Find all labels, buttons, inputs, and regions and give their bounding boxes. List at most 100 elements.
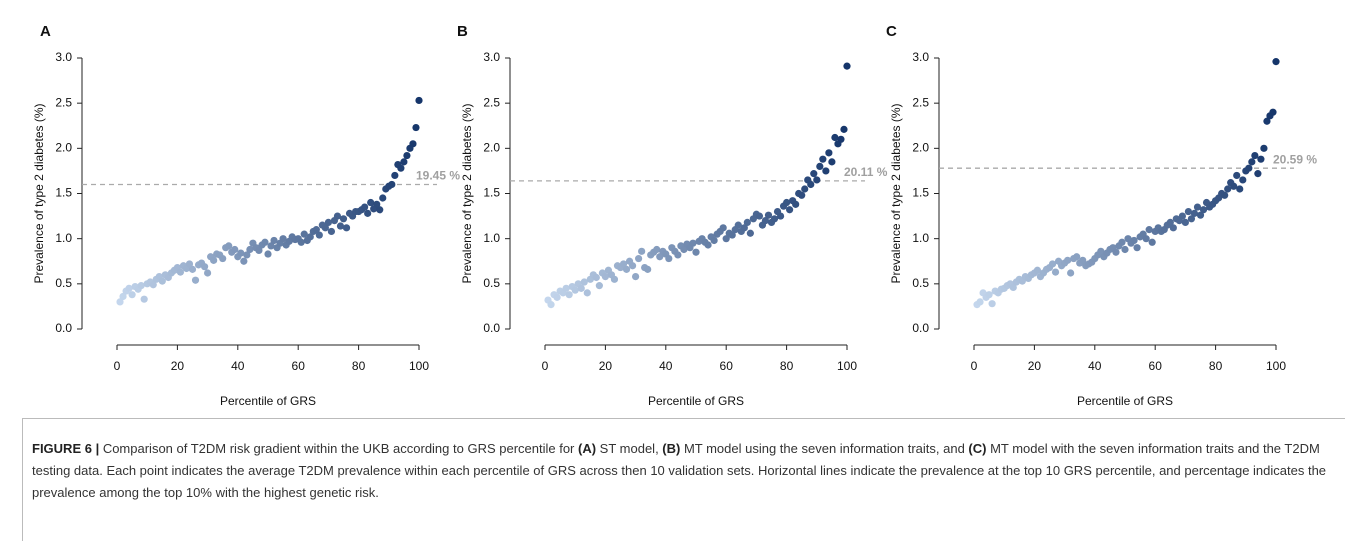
- point: [843, 62, 851, 70]
- point: [240, 257, 248, 265]
- y-tick-label: 0.0: [483, 321, 500, 335]
- x-tick-label: 40: [231, 359, 245, 373]
- y-tick-label: 2.0: [912, 141, 929, 155]
- point: [665, 254, 673, 263]
- point: [188, 265, 197, 273]
- point: [1193, 203, 1202, 211]
- point: [653, 245, 661, 254]
- point: [231, 245, 239, 254]
- point: [728, 231, 736, 239]
- point: [327, 227, 336, 236]
- point: [816, 162, 824, 170]
- point: [1145, 226, 1153, 234]
- reference-label: 20.11 %: [844, 165, 888, 179]
- x-tick-label: 0: [971, 359, 978, 373]
- point: [397, 164, 405, 172]
- caption-text: MT model using the seven information tra…: [680, 441, 969, 456]
- x-tick-label: 20: [599, 359, 613, 373]
- point: [1148, 238, 1156, 246]
- point: [1166, 218, 1174, 227]
- point: [831, 133, 839, 142]
- x-tick-label: 20: [171, 359, 185, 373]
- point: [822, 167, 830, 175]
- point: [1254, 170, 1262, 178]
- y-axis-title: Prevalence of type 2 diabetes (%): [460, 103, 474, 283]
- caption: FIGURE 6 | Comparison of T2DM risk gradi…: [32, 438, 1332, 504]
- point: [601, 273, 610, 281]
- point: [807, 180, 815, 189]
- point: [306, 233, 314, 241]
- x-axis-title: Percentile of GRS: [220, 394, 316, 408]
- point: [412, 123, 420, 132]
- point: [840, 125, 848, 133]
- point: [562, 284, 570, 292]
- point: [764, 211, 773, 219]
- point: [267, 242, 275, 250]
- point: [755, 212, 764, 220]
- point: [622, 265, 631, 273]
- y-tick-label: 1.0: [912, 231, 929, 245]
- x-tick-label: 100: [837, 359, 857, 373]
- caption-text: MT model with the seven information trai…: [32, 441, 1327, 500]
- point: [1067, 269, 1075, 277]
- point: [379, 194, 387, 202]
- x-tick-label: 40: [1088, 359, 1102, 373]
- point: [279, 235, 287, 243]
- point: [237, 249, 245, 257]
- point: [692, 248, 700, 256]
- point: [388, 180, 396, 189]
- point: [1130, 236, 1138, 245]
- point: [761, 217, 770, 225]
- caption-box: [22, 418, 1345, 541]
- point: [571, 286, 579, 294]
- x-tick-label: 80: [352, 359, 366, 373]
- point: [367, 198, 375, 207]
- point: [674, 251, 682, 259]
- point: [1133, 244, 1141, 252]
- y-tick-label: 1.0: [483, 231, 500, 245]
- point: [1097, 247, 1105, 255]
- point: [610, 275, 619, 283]
- point: [219, 254, 227, 263]
- point: [339, 215, 348, 223]
- point: [140, 295, 148, 303]
- point: [792, 200, 800, 208]
- x-tick-label: 40: [659, 359, 673, 373]
- point: [119, 292, 127, 301]
- point: [547, 301, 555, 309]
- point: [1064, 256, 1072, 264]
- point: [400, 158, 408, 166]
- point: [689, 239, 697, 247]
- x-tick-label: 60: [720, 359, 734, 373]
- point: [261, 238, 269, 246]
- figure-label: FIGURE 6 |: [32, 441, 100, 456]
- point: [819, 155, 827, 163]
- point: [1112, 248, 1120, 256]
- y-tick-label: 1.5: [483, 186, 500, 200]
- point: [825, 149, 833, 157]
- point: [580, 278, 588, 286]
- point: [722, 235, 730, 243]
- point: [1190, 209, 1199, 217]
- point: [376, 206, 384, 214]
- point: [783, 198, 791, 207]
- point: [1230, 182, 1238, 190]
- y-tick-label: 0.0: [55, 321, 72, 335]
- point: [1169, 224, 1177, 232]
- point: [1272, 58, 1280, 66]
- point: [191, 276, 200, 284]
- point: [255, 246, 263, 255]
- y-tick-label: 2.0: [55, 141, 72, 155]
- point: [1187, 215, 1196, 223]
- point: [1196, 211, 1205, 219]
- reference-label: 19.45 %: [416, 169, 460, 183]
- point: [185, 260, 194, 268]
- panel-label: B: [457, 23, 468, 40]
- x-tick-label: 100: [409, 359, 429, 373]
- point: [333, 212, 342, 220]
- x-tick-label: 80: [780, 359, 794, 373]
- point: [798, 191, 806, 199]
- point: [246, 245, 254, 254]
- point: [391, 171, 399, 180]
